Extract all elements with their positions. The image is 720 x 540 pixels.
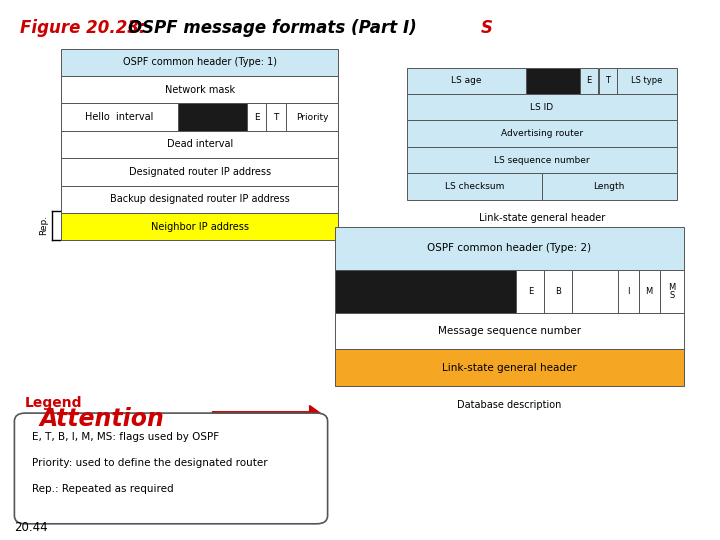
Bar xyxy=(247,103,266,131)
Text: S: S xyxy=(481,19,493,37)
Bar xyxy=(407,68,526,94)
Text: T: T xyxy=(274,112,279,122)
Bar xyxy=(541,173,677,200)
Text: Message sequence number: Message sequence number xyxy=(438,326,581,336)
Text: Hello  interval: Hello interval xyxy=(85,112,153,122)
Text: Database description: Database description xyxy=(457,400,562,410)
Bar xyxy=(61,186,338,213)
Text: OSPF common header (Type: 2): OSPF common header (Type: 2) xyxy=(428,244,591,253)
Text: Advertising router: Advertising router xyxy=(500,129,583,138)
Text: LS ID: LS ID xyxy=(530,103,554,112)
Text: E: E xyxy=(528,287,533,296)
Bar xyxy=(516,270,544,313)
Bar xyxy=(335,227,684,270)
Bar xyxy=(407,147,677,173)
Text: Link-state general header: Link-state general header xyxy=(479,213,605,224)
Text: Neighbor IP address: Neighbor IP address xyxy=(150,221,249,232)
Text: LS age: LS age xyxy=(451,76,482,85)
Text: Priority: used to define the designated router: Priority: used to define the designated … xyxy=(32,458,268,468)
Bar xyxy=(598,68,618,94)
Text: E: E xyxy=(254,112,259,122)
Bar xyxy=(572,270,618,313)
Text: M: M xyxy=(645,287,653,296)
Bar xyxy=(61,213,338,240)
Text: LS sequence number: LS sequence number xyxy=(494,156,590,165)
Text: T: T xyxy=(606,76,611,85)
Text: OSPF common header (Type: 1): OSPF common header (Type: 1) xyxy=(123,57,276,68)
FancyBboxPatch shape xyxy=(14,413,328,524)
Text: Network mask: Network mask xyxy=(165,85,235,94)
FancyArrow shape xyxy=(212,406,328,431)
Bar xyxy=(335,313,684,349)
Text: Legend: Legend xyxy=(25,396,83,410)
Bar xyxy=(61,76,338,103)
Bar xyxy=(335,349,684,386)
Text: LS checksum: LS checksum xyxy=(445,182,504,191)
Bar xyxy=(61,49,338,76)
Text: Priority: Priority xyxy=(296,112,328,122)
Text: Dead interval: Dead interval xyxy=(166,139,233,150)
Bar xyxy=(618,68,677,94)
Text: M
S: M S xyxy=(668,283,675,300)
Text: 20.44: 20.44 xyxy=(14,521,48,534)
Text: B: B xyxy=(555,287,561,296)
Bar xyxy=(407,173,541,200)
Bar xyxy=(286,103,338,131)
Bar xyxy=(407,120,677,147)
Text: Rep.: Rep. xyxy=(39,215,48,235)
Bar xyxy=(61,158,338,186)
Text: E: E xyxy=(586,76,592,85)
Bar xyxy=(639,270,660,313)
Bar xyxy=(660,270,684,313)
Text: Length: Length xyxy=(593,182,625,191)
Text: Link-state general header: Link-state general header xyxy=(442,363,577,373)
Bar xyxy=(61,131,338,158)
Text: Designated router IP address: Designated router IP address xyxy=(129,167,271,177)
Bar xyxy=(580,68,598,94)
Bar xyxy=(544,270,572,313)
Text: Backup designated router IP address: Backup designated router IP address xyxy=(110,194,289,204)
Bar xyxy=(618,270,639,313)
Text: Rep.: Repeated as required: Rep.: Repeated as required xyxy=(32,484,174,495)
Bar xyxy=(407,94,677,120)
Text: Figure 20.23:: Figure 20.23: xyxy=(20,19,145,37)
Text: LS type: LS type xyxy=(631,76,663,85)
Bar xyxy=(61,103,178,131)
Bar xyxy=(178,103,247,131)
Text: Attention: Attention xyxy=(40,407,164,430)
Bar xyxy=(335,270,516,313)
Bar xyxy=(526,68,580,94)
Text: I: I xyxy=(627,287,629,296)
Bar xyxy=(266,103,286,131)
Text: OSPF message formats (Part I): OSPF message formats (Part I) xyxy=(128,19,417,37)
Text: E, T, B, I, M, MS: flags used by OSPF: E, T, B, I, M, MS: flags used by OSPF xyxy=(32,432,220,442)
